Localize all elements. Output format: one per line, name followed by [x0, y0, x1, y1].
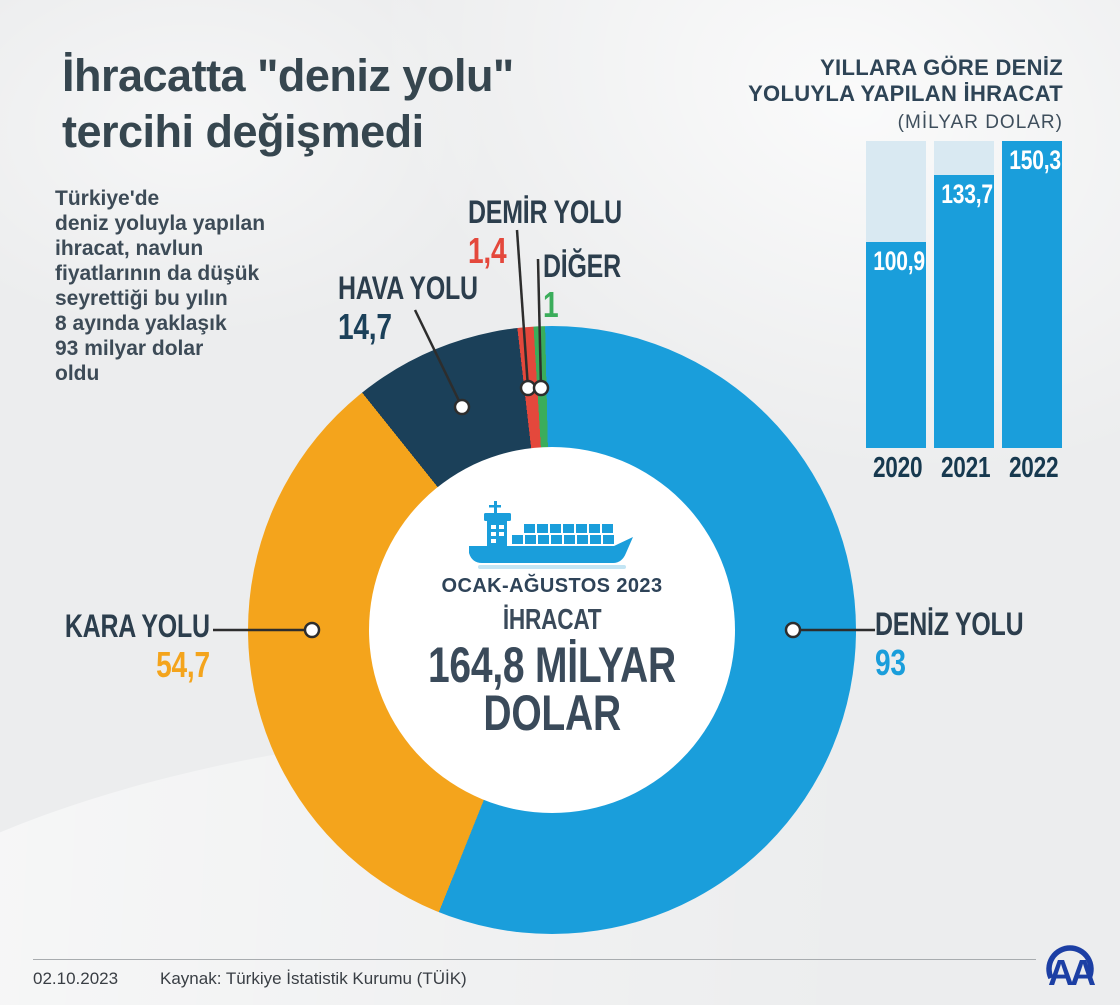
bar-2020: 100,9 [866, 141, 926, 448]
bar-fill-2022: 150,3 [1002, 141, 1062, 448]
bar-chart-title: YILLARA GÖRE DENİZ YOLUYLA YAPILAN İHRAC… [748, 55, 1063, 136]
bar-chart-title-line1: YILLARA GÖRE DENİZ [820, 55, 1063, 80]
footer-divider [33, 959, 1036, 960]
cargo-ship-icon [469, 501, 633, 569]
page-title: İhracatta "deniz yolu" tercihi değişmedi [62, 50, 514, 157]
bar-year-2021: 2021 [940, 452, 991, 484]
bar-chart-title-line2: YOLUYLA YAPILAN İHRACAT [748, 81, 1063, 106]
footer-source: Kaynak: Türkiye İstatistik Kurumu (TÜİK) [160, 969, 467, 988]
bar-year-2020: 2020 [872, 452, 923, 484]
anadolu-agency-logo: AA [1046, 945, 1100, 993]
bar-value-2021: 133,7 [941, 178, 993, 209]
svg-text:AA: AA [1048, 952, 1096, 993]
bar-2021: 133,7 [934, 141, 994, 448]
bar-2022: 150,3 [1002, 141, 1062, 448]
bar-chart-unit: (MİLYAR DOLAR) [897, 112, 1063, 133]
bar-fill-2020: 100,9 [866, 241, 926, 448]
label-kara-yolu: KARA YOLU 54,7 [65, 608, 210, 685]
label-deniz-yolu: DENİZ YOLU 93 [875, 606, 1024, 683]
bar-value-2022: 150,3 [1009, 145, 1061, 175]
donut-center-value: 164,8 MİLYAR DOLAR [428, 637, 676, 741]
donut-center: OCAK-AĞUSTOS 2023 İHRACAT 164,8 MİLYAR D… [369, 447, 735, 813]
label-demir-yolu: DEMİR YOLU 1,4 [468, 194, 622, 271]
bar-chart-x-axis: 2020 2021 2022 [866, 452, 1063, 485]
bar-chart: 100,9 133,7 150,3 [866, 141, 1063, 448]
label-diger: DİĞER 1 [543, 248, 621, 325]
footer-date: 02.10.2023 [33, 969, 119, 988]
bar-value-2020: 100,9 [873, 245, 925, 276]
donut-center-period: OCAK-AĞUSTOS 2023 [441, 575, 663, 597]
donut-center-title: İHRACAT [502, 604, 602, 636]
label-hava-yolu: HAVA YOLU 14,7 [338, 270, 478, 347]
bar-year-2022: 2022 [1008, 452, 1059, 484]
intro-text: Türkiye'de deniz yoluyla yapılan ihracat… [55, 187, 266, 385]
bar-fill-2021: 133,7 [934, 174, 994, 448]
